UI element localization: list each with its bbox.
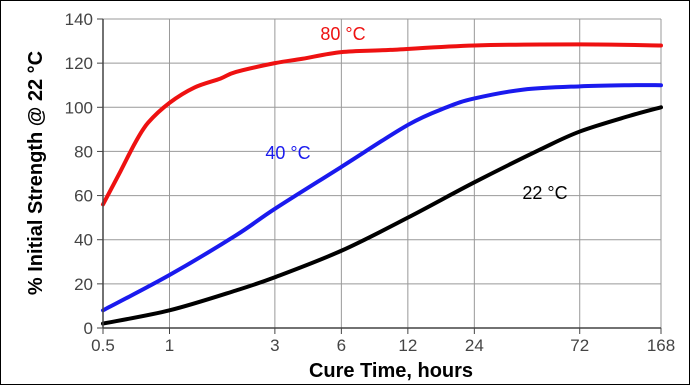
x-tick-label: 6 <box>337 336 346 355</box>
y-tick-label: 20 <box>74 275 93 294</box>
series-label-2: 40 °C <box>265 143 310 163</box>
x-tick-label: 0.5 <box>91 336 115 355</box>
x-tick-label: 12 <box>398 336 417 355</box>
y-tick-label: 140 <box>65 10 93 29</box>
x-tick-label: 1 <box>165 336 174 355</box>
x-tick-label: 72 <box>570 336 589 355</box>
label-layer: 0.5 1 3 6 12 24 72 168 0 20 40 60 80 100 120 140 80 °C 40… <box>65 10 676 355</box>
series-layer <box>101 42 663 326</box>
series-line-2 <box>101 83 663 313</box>
series-label-3: 22 °C <box>522 183 567 203</box>
y-tick-label: 80 <box>74 142 93 161</box>
y-axis-title: % Initial Strength @ 22 °C <box>25 51 47 295</box>
y-tick-label: 40 <box>74 231 93 250</box>
axis-layer <box>97 18 662 334</box>
y-tick-label: 100 <box>65 98 93 117</box>
series-label-1: 80 °C <box>320 24 365 44</box>
x-tick-label: 168 <box>647 336 675 355</box>
y-tick-label: 0 <box>84 319 93 338</box>
y-tick-label: 120 <box>65 54 93 73</box>
series-line-3 <box>101 105 663 326</box>
x-tick-label: 3 <box>270 336 279 355</box>
series-line-1 <box>101 42 663 207</box>
x-tick-label: 24 <box>465 336 484 355</box>
x-axis-title: Cure Time, hours <box>309 360 473 382</box>
y-tick-label: 60 <box>74 187 93 206</box>
